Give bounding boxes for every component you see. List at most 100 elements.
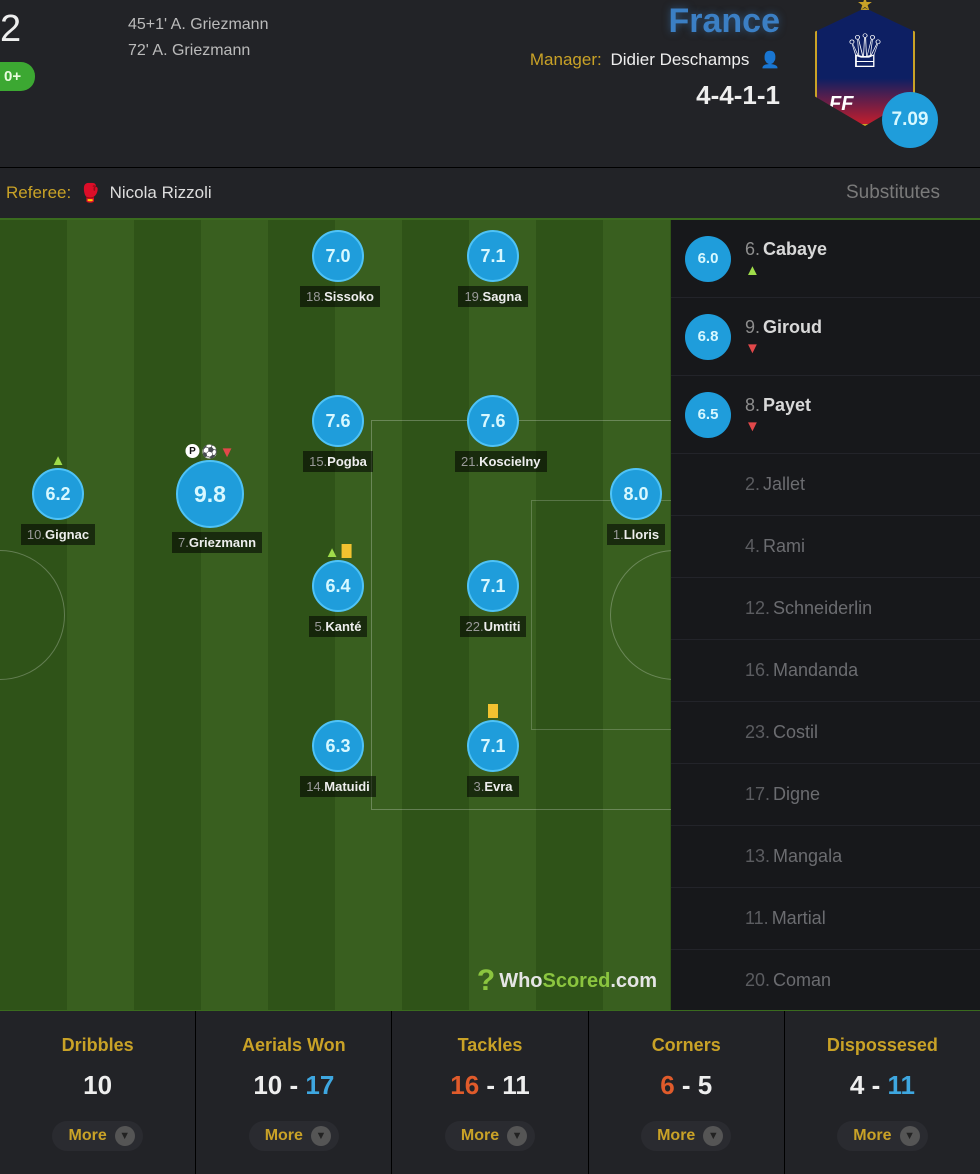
substitute-rating-badge[interactable]: 6.0 bbox=[685, 236, 731, 282]
player-name-label: 21.Koscielny bbox=[455, 451, 547, 472]
player-event-icons: P ⚽ ▼ bbox=[185, 444, 234, 461]
player-name-label: 7.Griezmann bbox=[172, 532, 262, 553]
substitute-arrow-icon: ▲ bbox=[745, 262, 827, 279]
substitute-row-jallet[interactable]: 2. Jallet bbox=[671, 454, 980, 516]
stat-more-button[interactable]: More ▼ bbox=[837, 1121, 927, 1151]
player-umtiti[interactable]: 7.1 22.Umtiti bbox=[455, 560, 531, 637]
player-lloris[interactable]: 8.0 1.Lloris bbox=[598, 468, 671, 545]
substitute-row-schneiderlin[interactable]: 12. Schneiderlin bbox=[671, 578, 980, 640]
rooster-icon: ♕ bbox=[844, 24, 885, 78]
player-event-icons: ▲ bbox=[51, 452, 66, 469]
player-name-label: 10.Gignac bbox=[21, 524, 95, 545]
player-name-label: 14.Matuidi bbox=[300, 776, 376, 797]
substitutes-title: Substitutes bbox=[846, 182, 940, 204]
player-matuidi[interactable]: 6.3 14.Matuidi bbox=[300, 720, 376, 797]
substitute-name: 20. Coman bbox=[745, 970, 831, 991]
team-rating-badge: 7.09 bbox=[882, 92, 938, 148]
score-partial: 2 bbox=[0, 8, 21, 51]
goal-entry-1: 45+1' A. Griezmann bbox=[128, 12, 268, 38]
substitute-row-rami[interactable]: 4. Rami bbox=[671, 516, 980, 578]
player-rating-badge[interactable]: 6.3 bbox=[312, 720, 364, 772]
substitutes-unused-list: 2. Jallet 4. Rami 12. Schneiderlin 16. Manda… bbox=[671, 454, 980, 1010]
formation-pitch: ? WhoScored.com 7.0 18.Sissoko 7.1 19.Sa… bbox=[0, 220, 671, 1010]
stat-more-button[interactable]: More ▼ bbox=[52, 1121, 142, 1151]
chevron-down-icon: ▼ bbox=[900, 1126, 920, 1146]
match-formation-page: 2 45+1' A. Griezmann 72' A. Griezmann 0+… bbox=[0, 0, 980, 1174]
substitute-name: 23. Costil bbox=[745, 722, 818, 743]
player-rating-badge[interactable]: 6.2 bbox=[32, 468, 84, 520]
substitute-name: 8. Payet bbox=[745, 395, 811, 416]
substitute-info: 4. Rami bbox=[745, 536, 805, 557]
player-rating-badge[interactable]: 9.8 bbox=[176, 460, 244, 528]
player-rating-badge[interactable]: 7.0 bbox=[312, 230, 364, 282]
substitute-row-giroud[interactable]: 6.8 9. Giroud ▼ bbox=[671, 298, 980, 376]
player-event-icons bbox=[488, 704, 498, 718]
substitute-row-martial[interactable]: 11. Martial bbox=[671, 888, 980, 950]
substitute-rating-badge[interactable]: 6.5 bbox=[685, 392, 731, 438]
yellow-card-icon bbox=[341, 544, 351, 558]
stat-more-button[interactable]: More ▼ bbox=[249, 1121, 339, 1151]
stat-more-label: More bbox=[265, 1127, 303, 1145]
substitutes-panel: 6.0 6. Cabaye ▲ 6.8 9. Giroud ▼ 6.5 8. Paye… bbox=[671, 220, 980, 1010]
substitute-row-costil[interactable]: 23. Costil bbox=[671, 702, 980, 764]
player-evra[interactable]: 7.1 3.Evra bbox=[455, 720, 531, 797]
player-rating-badge[interactable]: 7.1 bbox=[467, 560, 519, 612]
substitute-row-mangala[interactable]: 13. Mangala bbox=[671, 826, 980, 888]
crest-code: FF bbox=[829, 93, 853, 116]
substitutes-rated-list: 6.0 6. Cabaye ▲ 6.8 9. Giroud ▼ 6.5 8. Paye… bbox=[671, 220, 980, 454]
player-rating-badge[interactable]: 7.1 bbox=[467, 720, 519, 772]
stat-title: Corners bbox=[652, 1035, 721, 1056]
minute-badge: 0+ bbox=[0, 62, 35, 91]
referee-bar: Referee: 🥊 Nicola Rizzoli Substitutes bbox=[0, 168, 980, 220]
manager-name: Didier Deschamps bbox=[610, 50, 749, 69]
stat-values: 10 - 17 bbox=[253, 1070, 334, 1101]
chevron-down-icon: ▼ bbox=[311, 1126, 331, 1146]
substitute-info: 8. Payet ▼ bbox=[745, 395, 811, 435]
player-name-label: 1.Lloris bbox=[607, 524, 665, 545]
substitute-name: 2. Jallet bbox=[745, 474, 805, 495]
player-gignac[interactable]: ▲ 6.2 10.Gignac bbox=[20, 468, 96, 545]
match-header: 2 45+1' A. Griezmann 72' A. Griezmann 0+… bbox=[0, 0, 980, 168]
stat-more-button[interactable]: More ▼ bbox=[445, 1121, 535, 1151]
player-rating-badge[interactable]: 7.1 bbox=[467, 230, 519, 282]
team-crest: ★ ♕ FF 7.09 bbox=[810, 8, 950, 138]
substitute-info: 11. Martial bbox=[745, 908, 826, 929]
stat-box-dribbles: Dribbles 10 More ▼ bbox=[0, 1011, 196, 1174]
player-rating-badge[interactable]: 8.0 bbox=[610, 468, 662, 520]
stat-more-button[interactable]: More ▼ bbox=[641, 1121, 731, 1151]
substitute-name: 6. Cabaye bbox=[745, 239, 827, 260]
yellow-card-icon bbox=[488, 704, 498, 718]
stat-more-label: More bbox=[657, 1127, 695, 1145]
player-koscielny[interactable]: 7.6 21.Koscielny bbox=[455, 395, 531, 472]
referee-icon: 🥊 bbox=[79, 183, 101, 204]
substitute-row-digne[interactable]: 17. Digne bbox=[671, 764, 980, 826]
substitute-name: 13. Mangala bbox=[745, 846, 842, 867]
player-rating-badge[interactable]: 6.4 bbox=[312, 560, 364, 612]
substitute-row-cabaye[interactable]: 6.0 6. Cabaye ▲ bbox=[671, 220, 980, 298]
substitute-name: 4. Rami bbox=[745, 536, 805, 557]
goal-entry-2: 72' A. Griezmann bbox=[128, 38, 268, 64]
stat-box-tackles: Tackles 16 - 11 More ▼ bbox=[392, 1011, 588, 1174]
player-sagna[interactable]: 7.1 19.Sagna bbox=[455, 230, 531, 307]
whoscored-logo: ? WhoScored.com bbox=[477, 964, 657, 998]
player-rating-badge[interactable]: 7.6 bbox=[312, 395, 364, 447]
whoscored-text: WhoScored.com bbox=[499, 970, 657, 993]
substitute-row-coman[interactable]: 20. Coman bbox=[671, 950, 980, 1010]
stat-more-label: More bbox=[461, 1127, 499, 1145]
substitute-info: 9. Giroud ▼ bbox=[745, 317, 822, 357]
stat-values: 10 bbox=[83, 1070, 112, 1101]
substitute-name: 11. Martial bbox=[745, 908, 826, 929]
substitute-arrow-icon: ▼ bbox=[745, 418, 811, 435]
player-pogba[interactable]: 7.6 15.Pogba bbox=[300, 395, 376, 472]
player-sissoko[interactable]: 7.0 18.Sissoko bbox=[300, 230, 376, 307]
player-rating-badge[interactable]: 7.6 bbox=[467, 395, 519, 447]
substitute-rating-badge[interactable]: 6.8 bbox=[685, 314, 731, 360]
substitute-info: 13. Mangala bbox=[745, 846, 842, 867]
player-name-label: 19.Sagna bbox=[458, 286, 527, 307]
substitute-row-payet[interactable]: 6.5 8. Payet ▼ bbox=[671, 376, 980, 454]
referee-name: Nicola Rizzoli bbox=[110, 183, 212, 203]
player-griezmann[interactable]: P ⚽ ▼ 9.8 7.Griezmann bbox=[172, 460, 248, 553]
goal-ball-icon: ⚽ bbox=[201, 444, 217, 461]
substitute-row-mandanda[interactable]: 16. Mandanda bbox=[671, 640, 980, 702]
player-kant[interactable]: ▲ 6.4 5.Kanté bbox=[300, 560, 376, 637]
